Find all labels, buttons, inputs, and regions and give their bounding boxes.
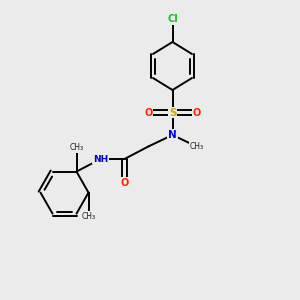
Text: S: S bbox=[169, 107, 176, 118]
Text: CH₃: CH₃ bbox=[81, 212, 96, 221]
Text: O: O bbox=[192, 107, 201, 118]
Text: NH: NH bbox=[93, 154, 108, 164]
Text: O: O bbox=[120, 178, 129, 188]
Text: N: N bbox=[168, 130, 177, 140]
Text: O: O bbox=[144, 107, 153, 118]
Text: CH₃: CH₃ bbox=[69, 143, 84, 152]
Text: CH₃: CH₃ bbox=[189, 142, 204, 151]
Text: Cl: Cl bbox=[167, 14, 178, 25]
